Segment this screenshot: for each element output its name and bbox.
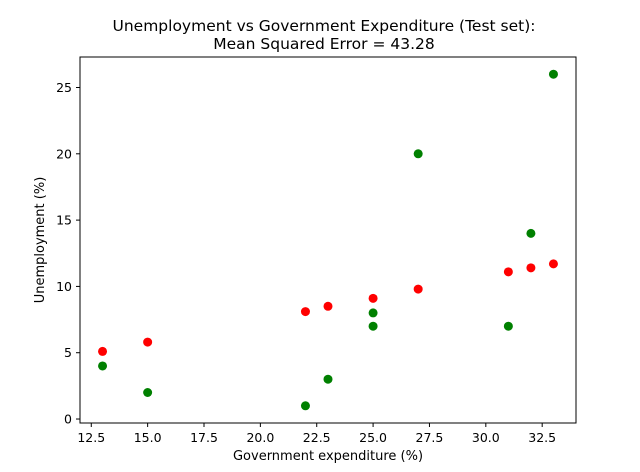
predicted-point bbox=[526, 263, 536, 273]
actual-point bbox=[323, 374, 333, 384]
y-tick-label: 20 bbox=[56, 146, 72, 161]
x-tick-label: 22.5 bbox=[303, 430, 331, 445]
actual-point bbox=[300, 401, 310, 411]
chart-title-line2: Mean Squared Error = 43.28 bbox=[213, 35, 435, 53]
x-tick-label: 27.5 bbox=[416, 430, 444, 445]
x-tick-label: 15.0 bbox=[134, 430, 162, 445]
y-tick-label: 25 bbox=[56, 80, 72, 95]
actual-point bbox=[503, 321, 513, 331]
actual-point bbox=[368, 321, 378, 331]
y-tick-label: 0 bbox=[64, 412, 72, 427]
predicted-point bbox=[503, 267, 513, 277]
x-tick-label: 25.0 bbox=[359, 430, 387, 445]
actual-point bbox=[368, 308, 378, 318]
predicted-point bbox=[413, 284, 423, 294]
x-axis-label: Government expenditure (%) bbox=[233, 449, 423, 464]
predicted-point bbox=[548, 259, 558, 269]
chart-title-line1: Unemployment vs Government Expenditure (… bbox=[113, 17, 536, 35]
axes-frame bbox=[79, 56, 577, 424]
predicted-point bbox=[300, 307, 310, 317]
x-tick-label: 17.5 bbox=[190, 430, 218, 445]
actual-point bbox=[143, 388, 153, 397]
y-tick-label: 10 bbox=[56, 279, 72, 294]
y-axis-label: Unemployment (%) bbox=[33, 177, 48, 304]
predicted-point bbox=[98, 346, 108, 356]
actual-point bbox=[413, 149, 423, 159]
y-tick-label: 5 bbox=[64, 345, 72, 360]
predicted-point bbox=[323, 301, 333, 311]
plot-area bbox=[98, 69, 558, 411]
actual-point bbox=[98, 361, 108, 371]
predicted-point bbox=[143, 337, 153, 347]
predicted-point bbox=[368, 293, 378, 303]
actual-point bbox=[526, 228, 536, 238]
actual-point bbox=[548, 69, 558, 79]
x-tick-label: 12.5 bbox=[77, 430, 105, 445]
x-tick-label: 32.5 bbox=[528, 430, 556, 445]
y-axis: 0 5 10 15 20 25 bbox=[56, 80, 80, 427]
y-tick-label: 15 bbox=[56, 213, 72, 228]
x-axis: 12.5 15.0 17.5 20.0 22.5 25.0 27.5 30.0 32.5 bbox=[77, 423, 556, 445]
x-tick-label: 20.0 bbox=[246, 430, 274, 445]
x-tick-label: 30.0 bbox=[472, 430, 500, 445]
